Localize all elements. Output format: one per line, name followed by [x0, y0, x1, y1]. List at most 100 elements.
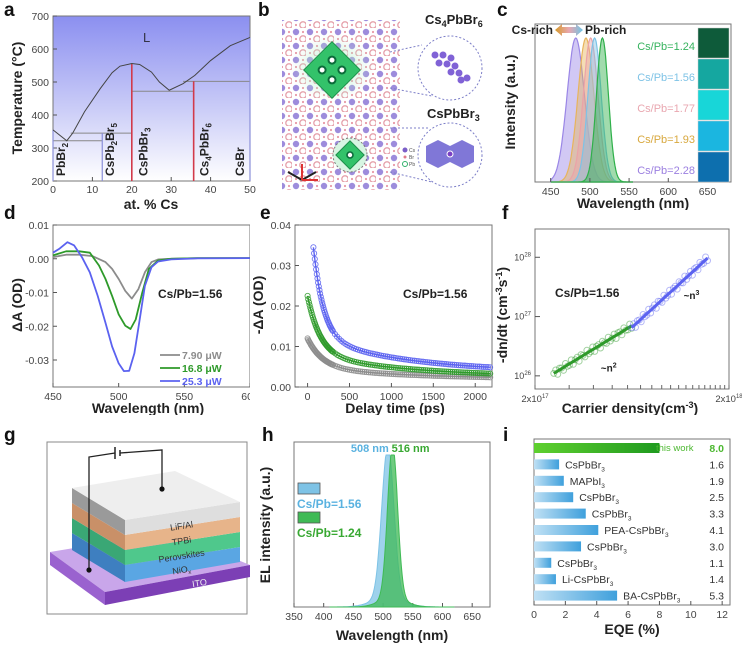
eqe-bar: [534, 590, 618, 601]
eqe-bar: [534, 541, 582, 552]
x-tick-label: 600: [660, 186, 678, 198]
panel-label-h: h: [262, 425, 274, 446]
fit-line: [306, 295, 491, 375]
x-axis-title: at. % Cs: [124, 196, 179, 210]
x-tick-label: 550: [620, 186, 638, 198]
cspbbr3-zoom-octahedra: [426, 140, 474, 168]
x-tick-label: 50: [244, 184, 256, 196]
chart-h-el-spectra: 350 400 450 500 550 600 650 508 nm Cs/Pb=1.56 516…: [257, 441, 491, 643]
bar-label: BA-CsPbBr3: [623, 591, 681, 605]
phase-label: CsPb2Br5: [103, 123, 119, 176]
bar-label: CsPbBr3: [587, 541, 627, 555]
y-tick-label: 0.01: [29, 220, 50, 232]
contact-top: [159, 486, 165, 492]
el-spectrum: [329, 454, 455, 608]
y-tick-label: 700: [31, 11, 49, 23]
panel-label-i: i: [503, 425, 509, 446]
y-axis-title: ΔA (OD): [9, 278, 25, 332]
y-axis-title: EL intensity (a.u.): [257, 467, 273, 583]
cspbbr3-label: CsPbBr3: [427, 106, 480, 123]
data-point: [628, 324, 636, 332]
y-tick-label: 500: [31, 77, 49, 89]
circuit-wire-left: [88, 452, 116, 570]
data-point: [649, 304, 656, 312]
fit-line: [630, 257, 709, 329]
x-tick-label: 30: [165, 184, 177, 196]
bar-value-label: 3.3: [709, 509, 724, 521]
x-tick-label: 500: [374, 611, 392, 623]
y-tick-label: -0.02: [25, 321, 49, 333]
legend-label: Cs/Pb=1.77: [637, 103, 695, 115]
y-tick-label: 0.00: [29, 254, 50, 266]
panel-label-e: e: [260, 203, 271, 224]
legend-label: 16.8 μW: [182, 363, 222, 375]
x-axis-title: Carrier density(cm-3): [562, 400, 698, 415]
x-tick-label: 0: [50, 184, 56, 196]
x-tick-label: 550: [176, 391, 194, 403]
svg-text:Pb: Pb: [409, 162, 415, 168]
liquidus-curve: [52, 36, 251, 142]
bar-value-label: 8.0: [709, 443, 724, 455]
panel-label-b: b: [258, 0, 270, 21]
y-tick-label: 0.03: [271, 261, 292, 273]
ta-spectrum-line: [52, 241, 250, 373]
legend-swatch: [297, 482, 321, 495]
data-point: [550, 369, 558, 377]
x-tick-label: 2x1017: [521, 394, 549, 405]
data-point: [656, 297, 664, 305]
x-tick-label: 450: [44, 391, 62, 403]
x-tick-label: 1500: [422, 391, 446, 403]
cspbbr3-octahedra-cluster: [335, 140, 365, 170]
decay-series: [310, 244, 494, 371]
x-axis-title: Wavelength (nm): [577, 195, 689, 210]
x-tick-label: 0: [531, 609, 537, 621]
tpbi-layer-front: [125, 517, 240, 550]
y-axis-title: -ΔA (OD): [250, 276, 266, 335]
eqe-bar: [534, 574, 556, 585]
sample-photo: [697, 120, 730, 152]
ito-layer-front: [105, 565, 250, 605]
svg-text:Cs: Cs: [409, 148, 416, 154]
y-tick-label: 0.00: [271, 382, 292, 394]
x-tick-label: 500: [341, 391, 359, 403]
arrow-right-label: Pb-rich: [585, 23, 626, 37]
plot-area: [534, 228, 730, 390]
x-tick-label: 2000: [464, 391, 488, 403]
lif-al-layer-front: [125, 502, 240, 535]
bar-value-label: 3.0: [709, 541, 724, 553]
y-tick-label: 300: [31, 143, 49, 155]
x-tick-label: 1000: [380, 391, 404, 403]
legend-label: Cs/Pb=2.28: [637, 165, 695, 177]
y-tick-label: -0.03: [25, 355, 49, 367]
panel-label-a: a: [4, 0, 15, 21]
x-axis-title: Wavelength (nm): [336, 627, 448, 643]
layer-label-tpbi: TPBi: [171, 535, 192, 548]
chart-e-decay-kinetics: 0 500 1000 1500 2000 0.00 0.01 0.02 0.03 0.04 Del…: [250, 220, 494, 415]
plot-area: [52, 15, 251, 182]
eqe-bar: [534, 557, 552, 568]
bar-label: CsPbBr3: [579, 492, 619, 506]
x-tick-label: 650: [463, 611, 481, 623]
bar-label: CsPbBr3: [557, 558, 597, 572]
legend-label: 25.3 μW: [182, 376, 222, 388]
plot-area: [533, 438, 731, 606]
x-tick-label: 12: [716, 609, 728, 621]
bar-value-label: 5.3: [709, 591, 724, 603]
y-tick-label: 0.04: [271, 220, 292, 232]
bar-value-label: 1.6: [709, 459, 724, 471]
data-point: [685, 272, 693, 280]
layer-label-lif-al: LiF/Al: [169, 519, 193, 532]
fit-line: [306, 338, 491, 378]
svg-text:Br: Br: [409, 155, 414, 161]
x-tick-label: 2x1018: [715, 394, 742, 405]
circuit-wire-right: [119, 449, 163, 489]
x-axis-title: Delay time (ps): [345, 400, 445, 415]
layer-label-ito: ITO: [191, 577, 207, 589]
perovskite-layer-front: [125, 532, 240, 565]
phase-label: CsBr: [233, 147, 247, 176]
bar-label: PEA-CsPbBr3: [604, 525, 669, 539]
chart-f-recombination-rate: 2x1017 2x1018 1026 1027 1028 ~n2 ~n3 Carrier d…: [494, 228, 742, 415]
bar-value-label: 4.1: [709, 525, 724, 537]
x-tick-label: 20: [126, 184, 138, 196]
x-tick-label: 550: [404, 611, 422, 623]
